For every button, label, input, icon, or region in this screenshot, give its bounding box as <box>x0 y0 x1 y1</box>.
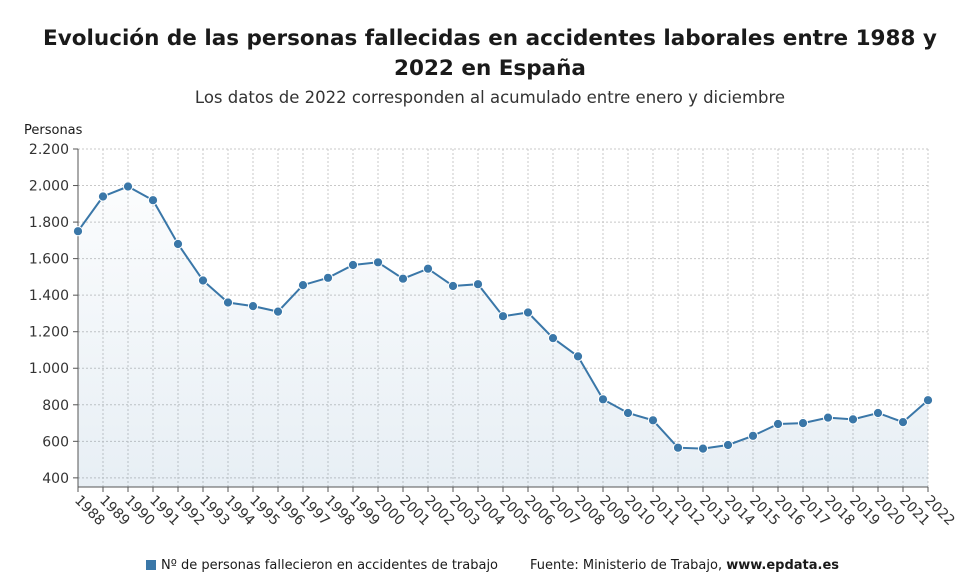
chart-title: Evolución de las personas fallecidas en … <box>43 26 937 81</box>
data-point <box>622 407 634 419</box>
data-point <box>322 272 334 283</box>
source-note: Fuente: Ministerio de Trabajo, www.epdat… <box>530 558 839 574</box>
data-point <box>122 181 134 192</box>
data-point <box>797 418 809 429</box>
data-point <box>647 415 659 426</box>
y-tick-label: 1.800 <box>29 215 69 231</box>
legend: Nº de personas fallecieron en accidentes… <box>146 558 498 574</box>
data-point <box>222 297 234 308</box>
y-axis-label: Personas <box>24 123 83 138</box>
data-point <box>897 417 909 428</box>
source-site: www.epdata.es <box>726 558 840 573</box>
data-point <box>372 257 384 268</box>
data-point <box>472 279 484 290</box>
data-point <box>347 259 359 271</box>
data-point <box>572 351 584 362</box>
data-point <box>672 442 684 453</box>
chart-subtitle: Los datos de 2022 corresponden al acumul… <box>194 88 786 107</box>
data-point <box>297 280 309 291</box>
data-point <box>547 333 559 344</box>
y-tick-label: 2.000 <box>29 179 69 195</box>
y-tick-label: 400 <box>42 471 69 487</box>
data-point <box>872 407 884 419</box>
data-point <box>822 412 834 423</box>
source-text: Fuente: Ministerio de Trabajo, <box>530 558 727 573</box>
data-point <box>72 226 84 237</box>
y-tick-label: 1.400 <box>29 288 69 304</box>
legend-label: Nº de personas fallecieron en accidentes… <box>161 558 499 573</box>
y-tick-label: 1.000 <box>29 361 69 377</box>
data-point <box>272 306 284 317</box>
data-point <box>422 263 434 274</box>
data-point <box>497 311 509 322</box>
data-point <box>772 418 784 430</box>
data-point <box>522 307 534 318</box>
data-point <box>447 280 459 292</box>
data-point <box>697 443 709 454</box>
data-point <box>172 238 184 250</box>
series-area <box>78 186 928 487</box>
y-tick-label: 1.600 <box>29 252 69 268</box>
data-point <box>147 195 159 206</box>
data-point <box>597 394 609 405</box>
data-point <box>747 430 759 441</box>
y-tick-label: 1.200 <box>29 325 69 341</box>
data-point <box>722 439 734 451</box>
data-point <box>847 414 859 425</box>
legend-swatch <box>146 560 156 570</box>
y-tick-label: 800 <box>42 398 69 414</box>
data-point <box>97 191 109 202</box>
y-tick-label: 600 <box>42 434 69 450</box>
data-point <box>922 395 934 406</box>
data-point <box>247 301 259 312</box>
data-point <box>197 275 209 286</box>
data-point <box>397 273 409 284</box>
y-tick-label: 2.200 <box>29 142 69 158</box>
